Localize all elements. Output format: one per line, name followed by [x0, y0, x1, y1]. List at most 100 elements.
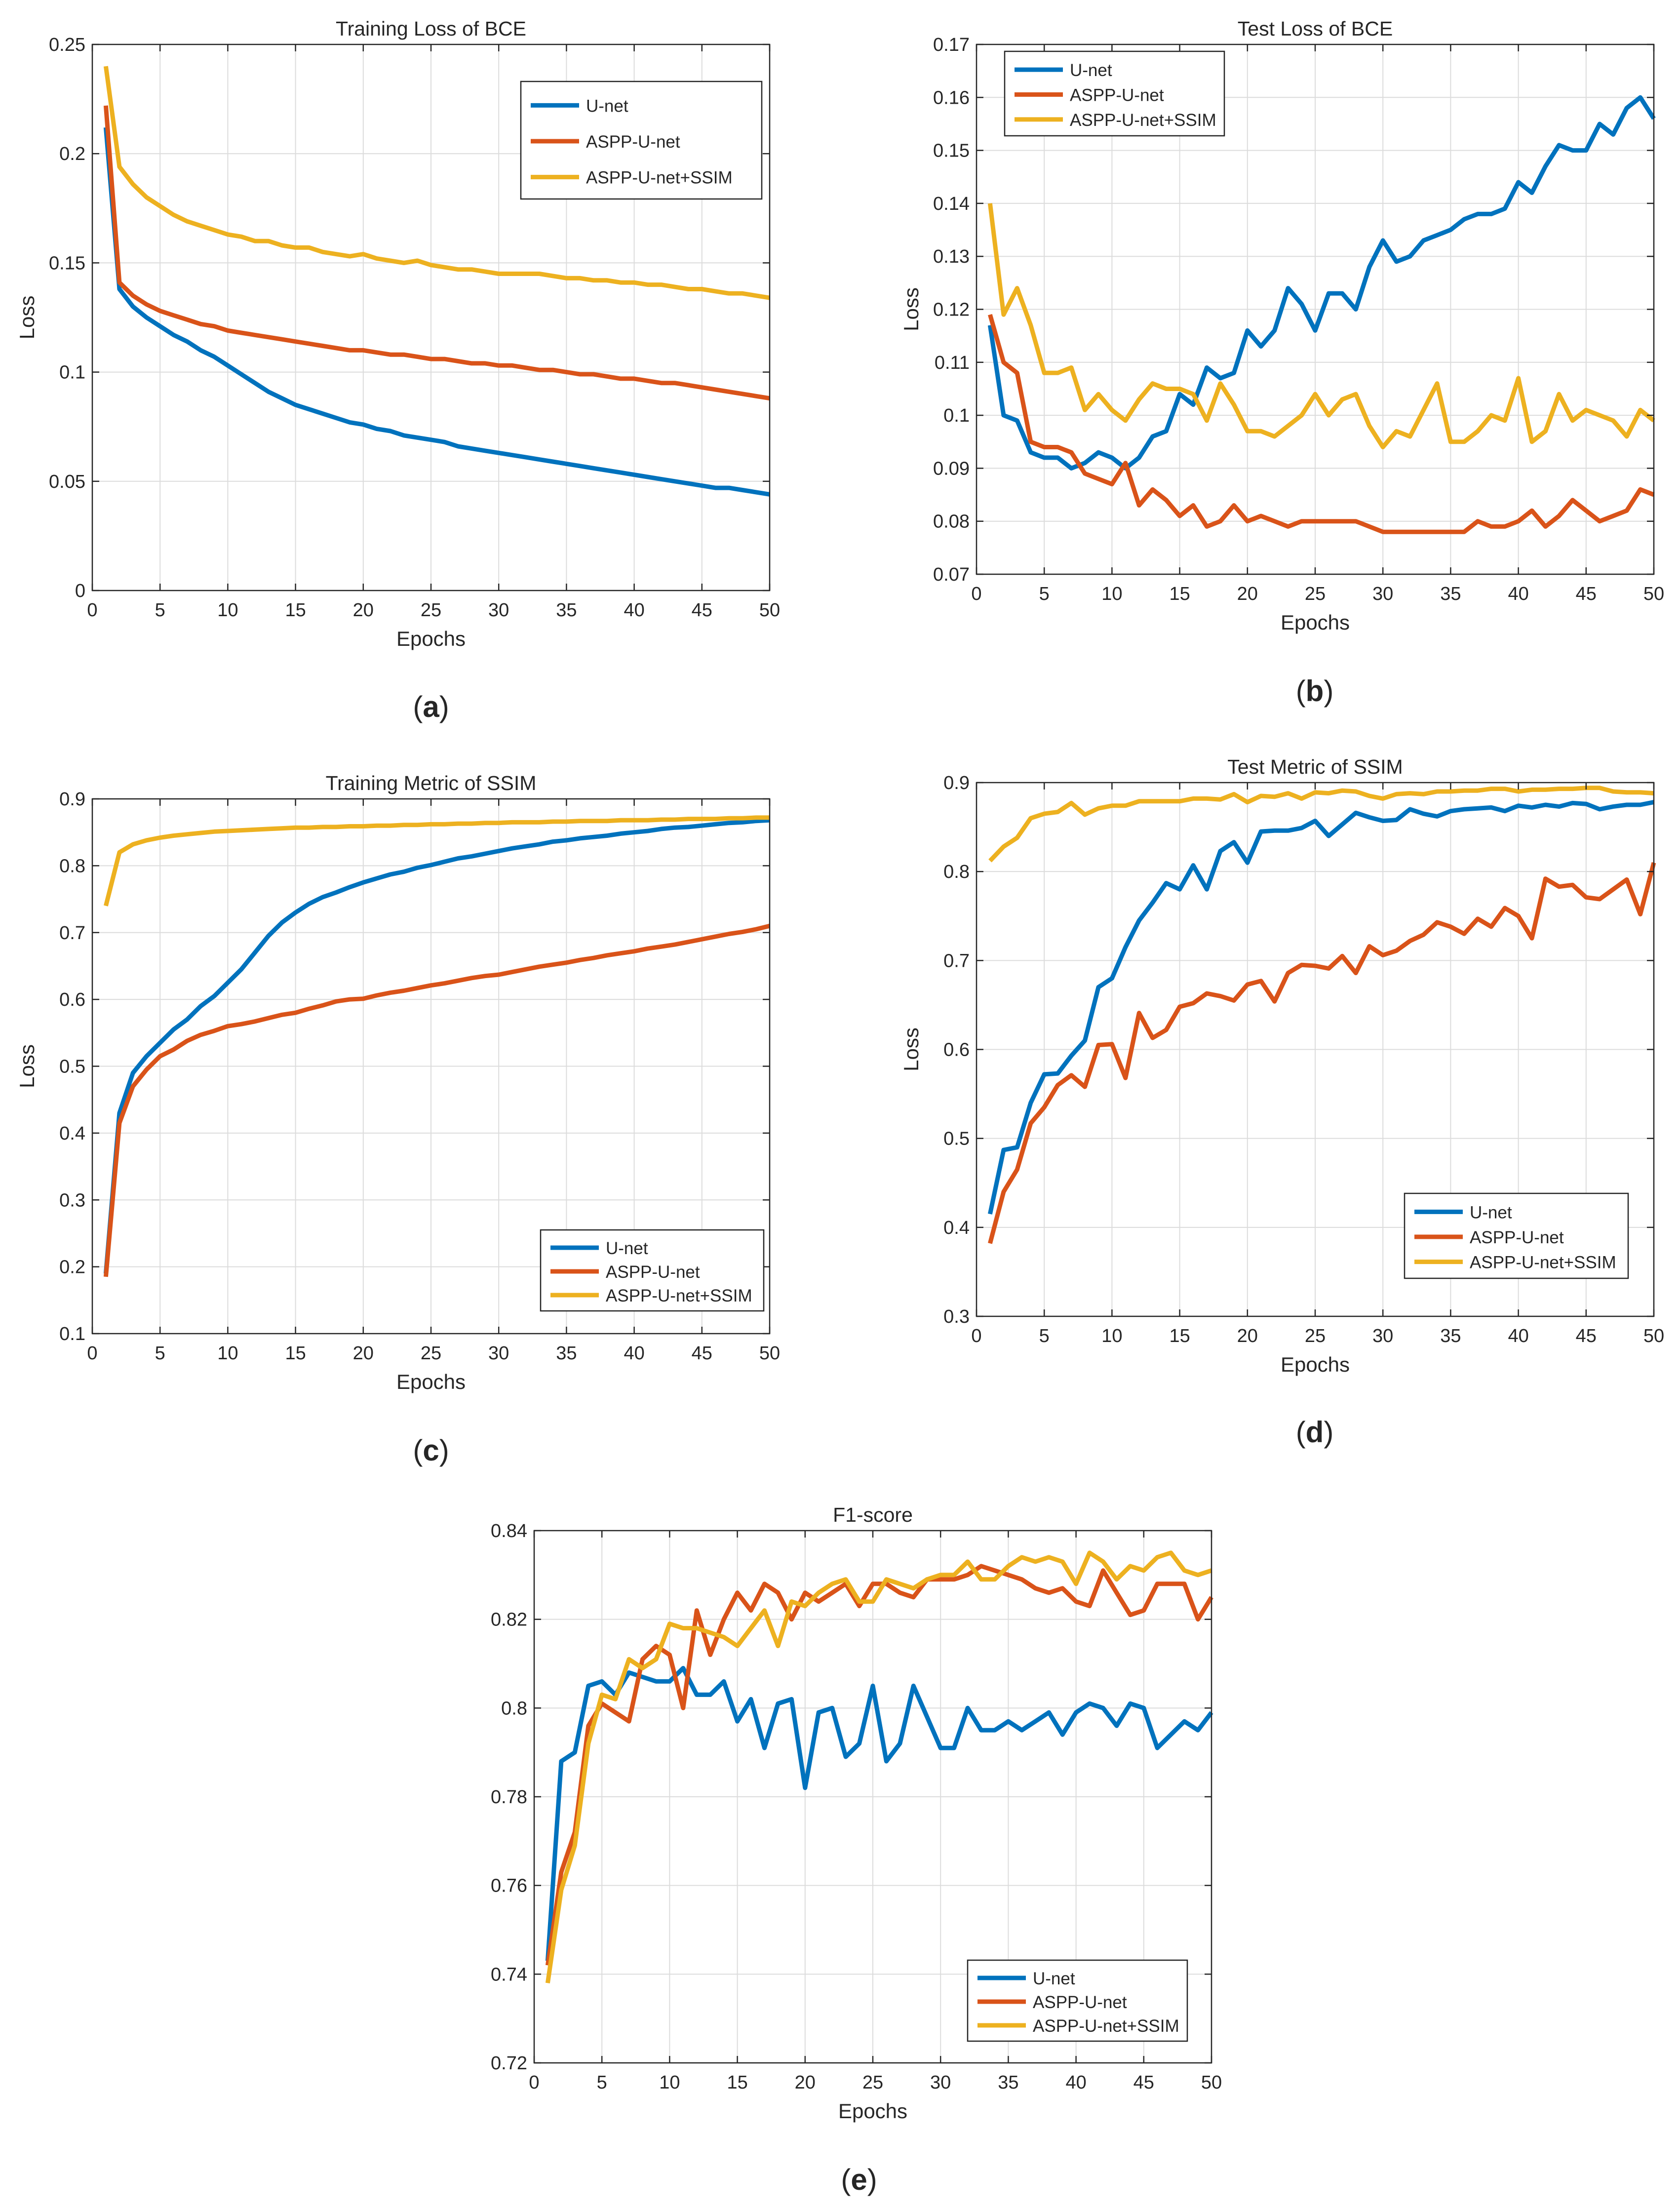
chart-title: Training Loss of BCE [336, 17, 526, 40]
caption-letter: e [851, 2163, 867, 2196]
x-tick-label: 40 [624, 1343, 644, 1364]
x-ticks: 0 5 10 15 20 25 30 35 40 45 50 [87, 44, 780, 621]
x-tick-label: 5 [597, 2072, 607, 2093]
chart-c: 0 5 10 15 20 25 30 35 40 45 500.10.20.30.40.50.60.… [15, 772, 780, 1467]
y-tick-label: 0.11 [935, 353, 970, 373]
legend-entry: ASPP-U-net [1033, 1993, 1127, 2012]
chart-e: 0 5 10 15 20 25 30 35 40 45 500.720.740.760.780.80… [491, 1503, 1222, 2196]
y-tick-label: 0.1 [943, 405, 970, 426]
chart-title: Test Metric of SSIM [1227, 755, 1403, 778]
legend-box [967, 1959, 1188, 2042]
x-tick-label: 10 [217, 600, 238, 621]
legend-entry: U-net [1470, 1203, 1512, 1222]
legend: U-net ASPP-U-net ASPP-U-net+SSIM [520, 80, 763, 200]
caption-letter: b [1306, 674, 1324, 708]
series-line-aspp [988, 862, 1656, 1244]
x-tick-label: 50 [759, 600, 780, 621]
x-tick-label: 10 [1101, 584, 1122, 604]
legend-entry: ASPP-U-net [606, 1263, 700, 1282]
x-tick-label: 30 [1372, 1326, 1393, 1346]
x-tick-label: 0 [971, 584, 981, 604]
x-ticks: 0 5 10 15 20 25 30 35 40 45 50 [529, 1531, 1222, 2093]
x-tick-label: 5 [155, 1343, 165, 1364]
x-tick-label: 25 [1305, 584, 1326, 604]
y-tick-label: 0.7 [59, 923, 85, 944]
x-ticks: 0 5 10 15 20 25 30 35 40 45 50 [87, 799, 780, 1364]
y-tick-label: 0 [75, 581, 85, 601]
x-tick-label: 15 [285, 1343, 306, 1364]
caption-open-paren: ( [413, 690, 423, 723]
x-tick-label: 45 [692, 1343, 712, 1364]
y-tick-label: 0.78 [491, 1787, 527, 1808]
panel-caption: (b) [1296, 674, 1334, 708]
legend-entry: ASPP-U-net+SSIM [1070, 111, 1216, 130]
series-line-aspp [988, 314, 1655, 534]
y-tick-label: 0.9 [943, 773, 970, 793]
series-line-unet [545, 1666, 1213, 1961]
y-ticks: 0.3 0.4 0.5 0.6 0.7 0.8 0.9 [943, 773, 1654, 1327]
legend-entry: ASPP-U-net+SSIM [586, 168, 733, 188]
series-line-ssim [988, 786, 1654, 863]
grid [977, 783, 1654, 1316]
chart-title: Test Loss of BCE [1238, 17, 1393, 40]
x-tick-label: 50 [1643, 584, 1664, 604]
x-tick-label: 0 [971, 1326, 981, 1346]
x-axis-label: Epochs [1281, 611, 1350, 634]
y-tick-label: 0.8 [59, 856, 85, 876]
legend-entry: U-net [606, 1239, 648, 1258]
panel-caption: (d) [1296, 1416, 1334, 1449]
x-axis-label: Epochs [838, 2099, 907, 2123]
chart-title: F1-score [833, 1503, 913, 1526]
series-line-ssim [987, 203, 1655, 449]
x-tick-label: 5 [1039, 584, 1050, 604]
caption-open-paren: ( [841, 2163, 851, 2196]
x-tick-label: 15 [1169, 584, 1190, 604]
x-tick-label: 25 [421, 600, 441, 621]
y-tick-label: 0.72 [491, 2053, 527, 2074]
series-line-aspp [103, 923, 771, 1277]
x-ticks: 0 5 10 15 20 25 30 35 40 45 50 [971, 783, 1664, 1346]
series-line-unet [103, 127, 770, 497]
y-tick-label: 0.8 [501, 1698, 527, 1719]
y-tick-label: 0.08 [933, 512, 970, 532]
x-tick-label: 35 [1440, 1326, 1461, 1346]
y-tick-label: 0.82 [491, 1610, 527, 1630]
x-tick-label: 20 [1237, 584, 1258, 604]
y-ticks: 0.07 0.08 0.09 0.1 0.11 0.12 0.13 0.14 0.15 0.16 0… [933, 35, 1654, 585]
y-tick-label: 0.2 [59, 1257, 85, 1278]
legend: U-net ASPP-U-net ASPP-U-net+SSIM [1404, 1192, 1629, 1279]
legend-entry: U-net [586, 96, 628, 116]
x-tick-label: 20 [353, 600, 374, 621]
caption-letter: c [423, 1434, 439, 1467]
chart-b: 0 5 10 15 20 25 30 35 40 45 500.070.080.090.10.110… [899, 17, 1664, 708]
x-tick-label: 0 [87, 1343, 97, 1364]
x-tick-label: 40 [624, 600, 644, 621]
x-tick-label: 30 [1372, 584, 1393, 604]
y-tick-label: 0.4 [59, 1123, 85, 1144]
x-tick-label: 10 [1101, 1326, 1122, 1346]
x-axis-label: Epochs [1281, 1353, 1350, 1376]
panel-caption: (e) [841, 2163, 877, 2196]
chart-d: 0 5 10 15 20 25 30 35 40 45 500.30.40.50.60.70.80.… [899, 755, 1664, 1449]
x-tick-label: 40 [1065, 2072, 1086, 2093]
legend-entry: ASPP-U-net [1070, 86, 1164, 105]
series-line-ssim [545, 1550, 1212, 1983]
legend-entry: ASPP-U-net [1470, 1228, 1564, 1247]
x-tick-label: 50 [759, 1343, 780, 1364]
y-tick-label: 0.6 [943, 1040, 970, 1061]
x-tick-label: 10 [659, 2072, 680, 2093]
series-line-ssim [104, 815, 770, 907]
legend-entry: ASPP-U-net [586, 132, 680, 152]
x-axis-label: Epochs [396, 627, 466, 650]
y-ticks: 0 0.05 0.1 0.15 0.2 0.25 [49, 35, 770, 601]
x-tick-label: 20 [1237, 1326, 1258, 1346]
series-line-unet [987, 95, 1656, 471]
y-tick-label: 0.13 [933, 246, 970, 267]
y-tick-label: 0.74 [491, 1964, 527, 1985]
panel-caption: (c) [413, 1434, 449, 1467]
y-tick-label: 0.1 [59, 362, 85, 383]
x-tick-label: 0 [87, 600, 97, 621]
y-tick-label: 0.76 [491, 1876, 527, 1896]
y-tick-label: 0.1 [59, 1324, 85, 1344]
x-tick-label: 45 [1576, 1326, 1597, 1346]
